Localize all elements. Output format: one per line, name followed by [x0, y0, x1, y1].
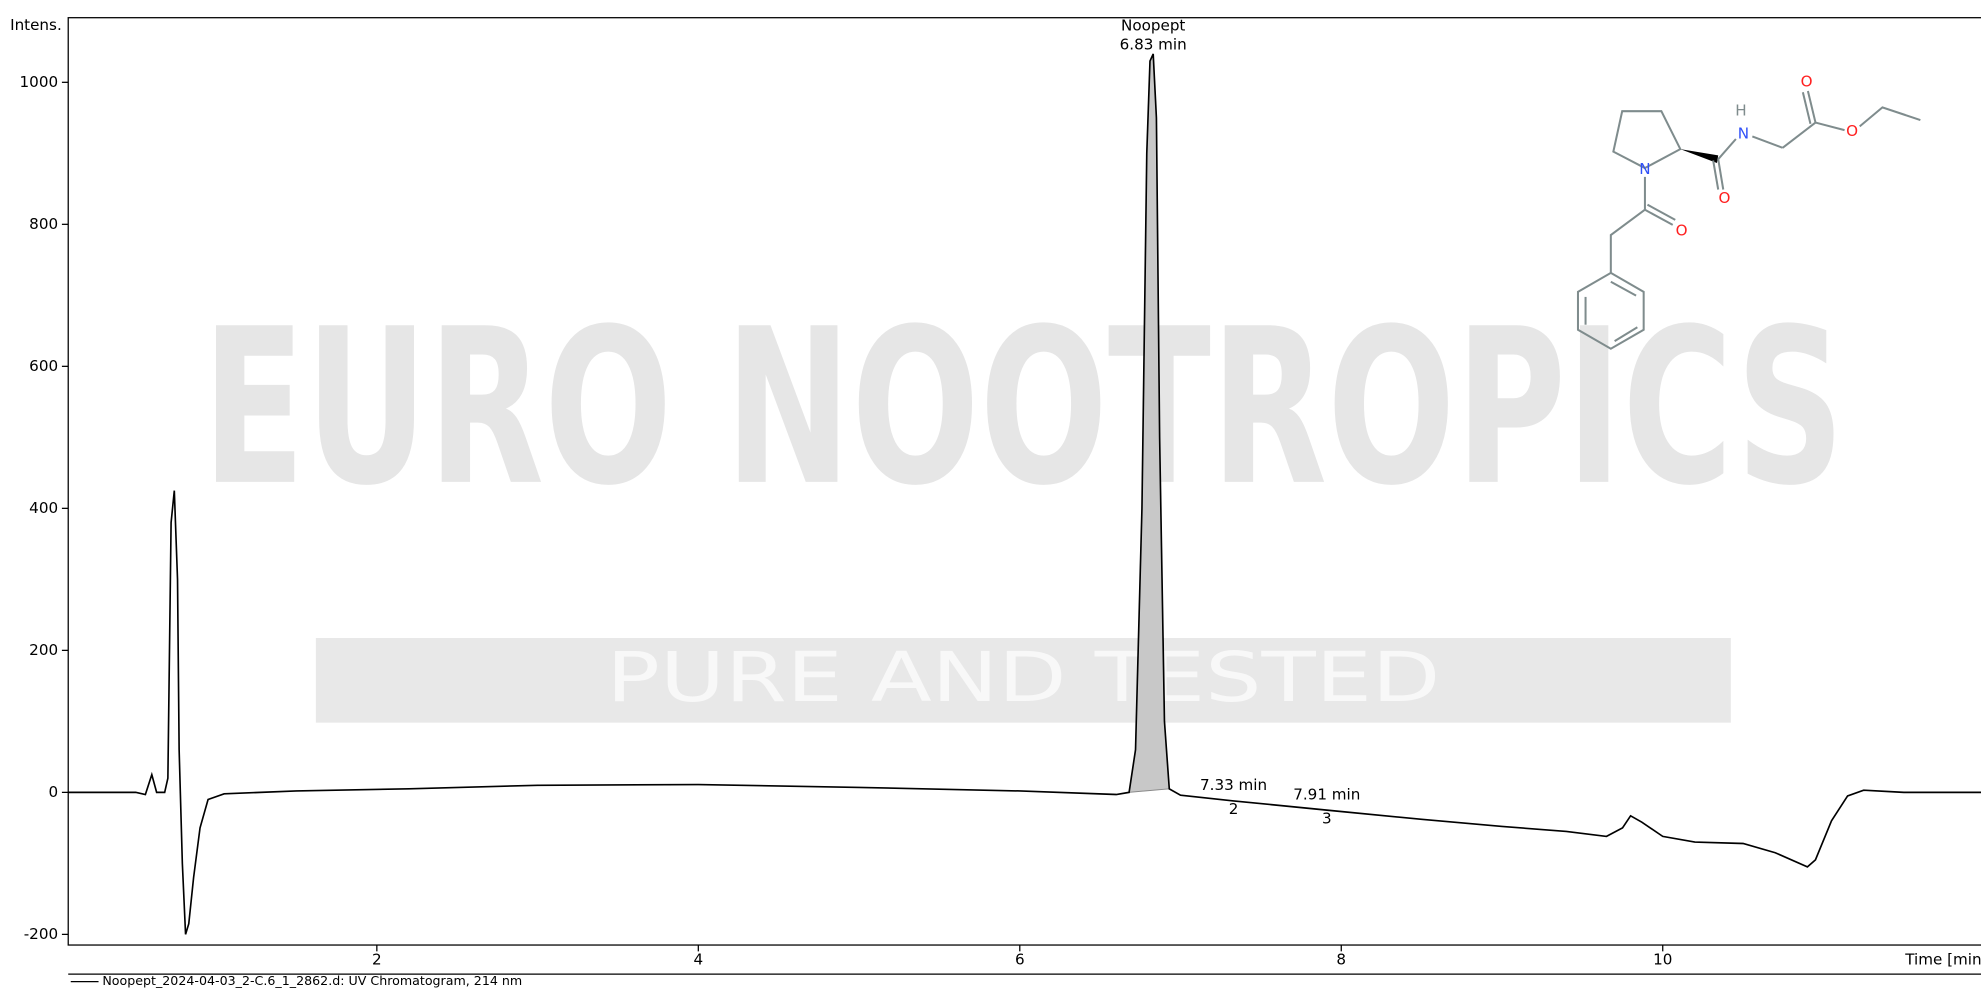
trace: [68, 53, 1981, 935]
x-axis-label: Time [min]: [1904, 951, 1981, 969]
bond: [1610, 280, 1637, 297]
plot-frame: [67, 17, 1981, 946]
bond: [1815, 121, 1845, 132]
y-tick-label: 1000: [20, 73, 59, 91]
legend-entry: Noopept_2024-04-03_2-C.6_1_2862.d: UV Ch…: [102, 973, 522, 988]
y-tick-label: 200: [29, 641, 58, 659]
bond: [1782, 121, 1817, 149]
bond: [1644, 208, 1674, 226]
atom-label: N: [1639, 160, 1650, 178]
peak-time: 7.33 min: [1200, 776, 1267, 794]
watermark-band: [315, 638, 1731, 723]
peak-name: Noopept: [1121, 17, 1185, 35]
peak-time: 7.91 min: [1293, 785, 1360, 803]
bond: [1614, 326, 1638, 342]
bond: [1717, 138, 1737, 160]
atom-label: O: [1846, 122, 1858, 140]
x-tick-label: 10: [1653, 951, 1672, 969]
y-tick-label: 600: [29, 357, 58, 375]
structure: N O N H O O O: [1576, 73, 1921, 350]
bond: [1751, 135, 1784, 149]
y-tick-label: 0: [48, 783, 58, 801]
ring-bond: [1612, 110, 1682, 169]
atom-label: O: [1719, 189, 1731, 207]
watermark-subtitle: PURE AND TESTED: [606, 639, 1440, 718]
x-tick-label: 4: [693, 951, 703, 969]
bond: [1801, 92, 1812, 125]
bond: [1712, 160, 1720, 190]
bond: [1859, 106, 1921, 128]
bond: [1646, 203, 1676, 221]
y-tick-label: 400: [29, 499, 58, 517]
x-tick-label: 8: [1336, 951, 1346, 969]
x-tick-label: 2: [372, 951, 382, 969]
benzene: [1576, 271, 1645, 350]
bond: [1609, 208, 1646, 273]
watermark: EURO NOOTROPICS PURE AND TESTED: [202, 283, 1845, 723]
atom-label: O: [1801, 73, 1813, 91]
peak-number: 2: [1229, 800, 1239, 818]
watermark-title: EURO NOOTROPICS: [202, 283, 1844, 533]
atom-label: N: [1738, 124, 1749, 142]
y-tick-label: -200: [24, 925, 58, 943]
y-axis-label: Intens.: [10, 16, 62, 34]
atom-label: O: [1676, 222, 1688, 240]
peak-number: 3: [1322, 809, 1332, 827]
wedge-bond: [1680, 149, 1719, 163]
atom-label: H: [1735, 102, 1746, 120]
bond: [1806, 90, 1817, 123]
bond: [1717, 159, 1725, 190]
peak-time: 6.83 min: [1120, 36, 1187, 54]
x-tick-label: 6: [1015, 951, 1025, 969]
y-tick-label: 800: [29, 215, 58, 233]
